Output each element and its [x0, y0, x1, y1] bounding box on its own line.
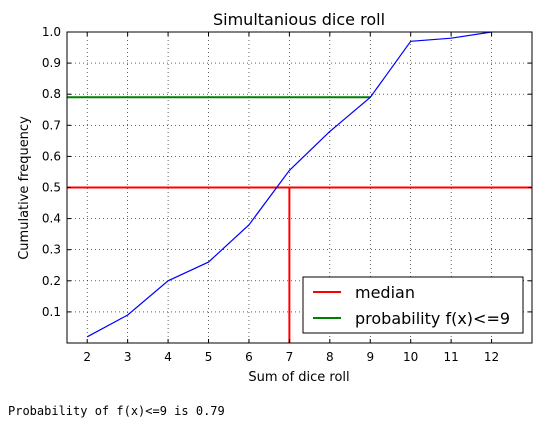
legend-probability-label: probability f(x)<=9 — [355, 309, 510, 328]
x-tick-label: 4 — [164, 350, 172, 364]
y-tick-label: 0.4 — [42, 212, 61, 226]
x-tick-label: 7 — [286, 350, 294, 364]
y-tick-label: 0.5 — [42, 181, 61, 195]
y-tick-label: 0.2 — [42, 274, 61, 288]
y-tick-label: 0.7 — [42, 118, 61, 132]
y-tick-label: 0.9 — [42, 56, 61, 70]
console-output: Probability of f(x)<=9 is 0.79 — [8, 404, 225, 418]
cumulative-frequency-chart: Simultanious dice roll 2 3 4 5 6 7 8 9 10 11 12 0.1… — [17, 10, 533, 385]
x-tick-label: 9 — [366, 350, 374, 364]
legend-box — [302, 276, 524, 334]
y-axis-label: Cumulative frequency — [17, 116, 32, 260]
legend-median-label: median — [355, 283, 415, 302]
y-tick-label: 0.1 — [42, 305, 61, 319]
x-tick-label: 6 — [245, 350, 253, 364]
x-tick-label: 10 — [403, 350, 418, 364]
x-tick-label: 11 — [443, 350, 458, 364]
chart-title: Simultanious dice roll — [213, 10, 385, 29]
x-tick-label: 5 — [205, 350, 213, 364]
y-tick-label: 0.6 — [42, 149, 61, 163]
ticks: 2 3 4 5 6 7 8 9 10 11 12 0.1 0.2 0.3 0.4 0.5 0.6 0.7 0.8 0.… — [42, 25, 532, 364]
x-tick-label: 12 — [484, 350, 499, 364]
series-layer — [86, 31, 492, 338]
reference-lines — [67, 96, 532, 343]
x-axis-label: Sum of dice roll — [248, 370, 349, 385]
y-tick-label: 1.0 — [42, 25, 61, 39]
cumulative-frequency-line — [86, 31, 492, 338]
y-tick-label: 0.3 — [42, 243, 61, 257]
legend: median probability f(x)<=9 — [302, 276, 524, 334]
x-tick-label: 3 — [124, 350, 132, 364]
x-tick-label: 8 — [326, 350, 334, 364]
x-tick-label: 2 — [83, 350, 91, 364]
y-tick-label: 0.8 — [42, 87, 61, 101]
